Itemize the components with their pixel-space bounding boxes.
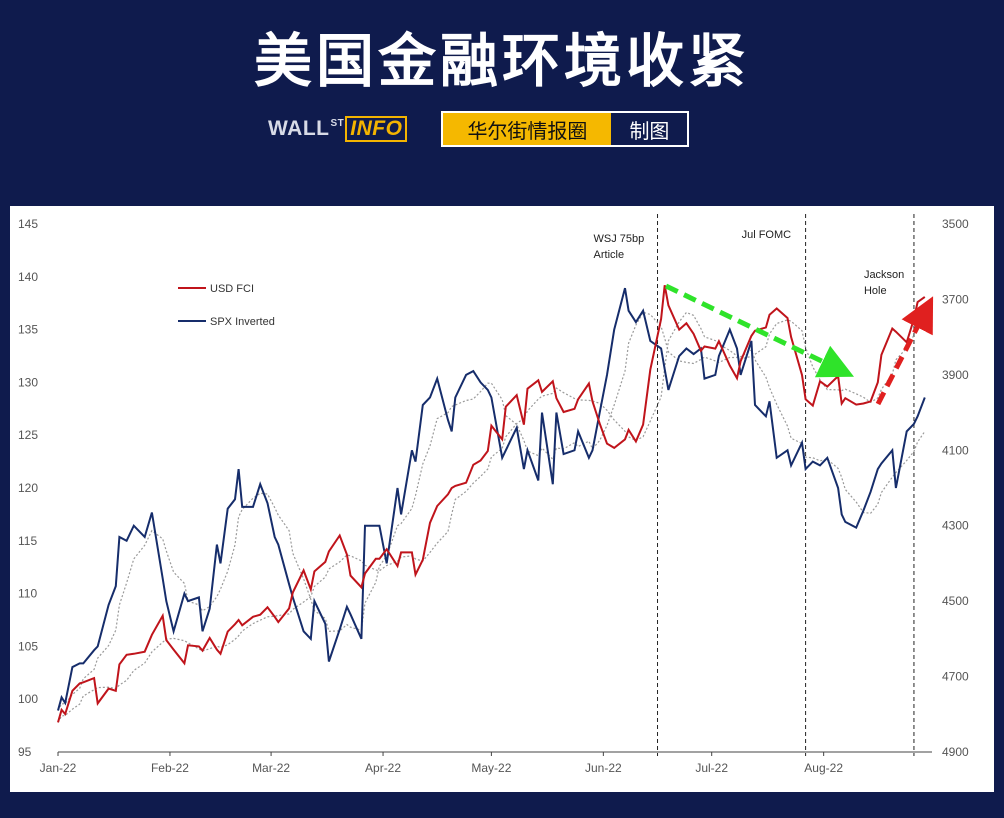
y-left-tick-label: 130 bbox=[18, 375, 38, 389]
y-right-tick-label: 4300 bbox=[942, 519, 969, 533]
y-left-tick-label: 105 bbox=[18, 639, 38, 653]
brand-row: WALL ST INFO 华尔街情报圈 制图 bbox=[268, 111, 690, 147]
logo-main-text: WALL bbox=[268, 117, 330, 140]
trend-down-arrow bbox=[664, 283, 855, 378]
x-tick-label: Jul-22 bbox=[695, 761, 728, 775]
source-tag-secondary: 制图 bbox=[611, 113, 688, 145]
source-tag: 华尔街情报圈 制图 bbox=[441, 111, 690, 147]
logo-superscript: ST bbox=[330, 117, 345, 129]
x-tick-label: Feb-22 bbox=[151, 761, 189, 775]
y-right-tick-label: 3500 bbox=[942, 217, 969, 231]
usd-fci-moving-average bbox=[57, 311, 926, 723]
logo-info-text: INFO bbox=[345, 116, 408, 142]
trend-up-arrow bbox=[875, 296, 934, 406]
event-annotation: Hole bbox=[864, 285, 887, 297]
y-left-tick-label: 100 bbox=[18, 692, 38, 706]
event-annotation: Article bbox=[594, 249, 625, 261]
y-left-tick-label: 120 bbox=[18, 481, 38, 495]
chart-panel: 145 140 135 130 125 120 115 110 105 100 95 3500 3700… bbox=[10, 206, 994, 792]
y-left-tick-label: 125 bbox=[18, 428, 38, 442]
event-annotation: Jul FOMC bbox=[742, 229, 792, 241]
series-line-usd-fci bbox=[57, 285, 926, 723]
event-annotation: WSJ 75bp bbox=[594, 233, 645, 245]
x-tick-label: Jan-22 bbox=[40, 761, 77, 775]
y-left-tick-label: 145 bbox=[18, 217, 38, 231]
y-right-tick-label: 3900 bbox=[942, 368, 969, 382]
page-title: 美国金融环境收紧 bbox=[253, 27, 750, 95]
legend-label: USD FCI bbox=[210, 283, 254, 295]
legend-label: SPX Inverted bbox=[210, 316, 275, 328]
y-left-tick-label: 140 bbox=[18, 270, 38, 284]
series-line-spx-inverted bbox=[57, 287, 926, 711]
y-right-tick-label: 4500 bbox=[942, 594, 969, 608]
x-tick-label: May-22 bbox=[471, 761, 511, 775]
source-tag-primary: 华尔街情报圈 bbox=[443, 113, 612, 145]
x-tick-label: Aug-22 bbox=[804, 761, 843, 775]
spx-moving-average bbox=[57, 311, 926, 711]
y-left-tick-label: 115 bbox=[18, 534, 37, 548]
y-right-tick-label: 4900 bbox=[942, 745, 969, 759]
y-right-tick-label: 4700 bbox=[942, 670, 969, 684]
wallstinfo-logo: WALL ST INFO bbox=[268, 116, 408, 142]
event-annotation: Jackson bbox=[864, 269, 904, 281]
y-right-tick-label: 3700 bbox=[942, 292, 969, 306]
y-right-tick-label: 4100 bbox=[942, 443, 969, 457]
x-tick-label: Jun-22 bbox=[585, 761, 622, 775]
x-tick-label: Mar-22 bbox=[252, 761, 290, 775]
chart-svg: 145 140 135 130 125 120 115 110 105 100 95 3500 3700… bbox=[18, 214, 969, 775]
y-left-tick-label: 110 bbox=[18, 587, 37, 601]
y-left-tick-label: 95 bbox=[18, 745, 32, 759]
x-tick-label: Apr-22 bbox=[365, 761, 401, 775]
y-left-tick-label: 135 bbox=[18, 323, 38, 337]
